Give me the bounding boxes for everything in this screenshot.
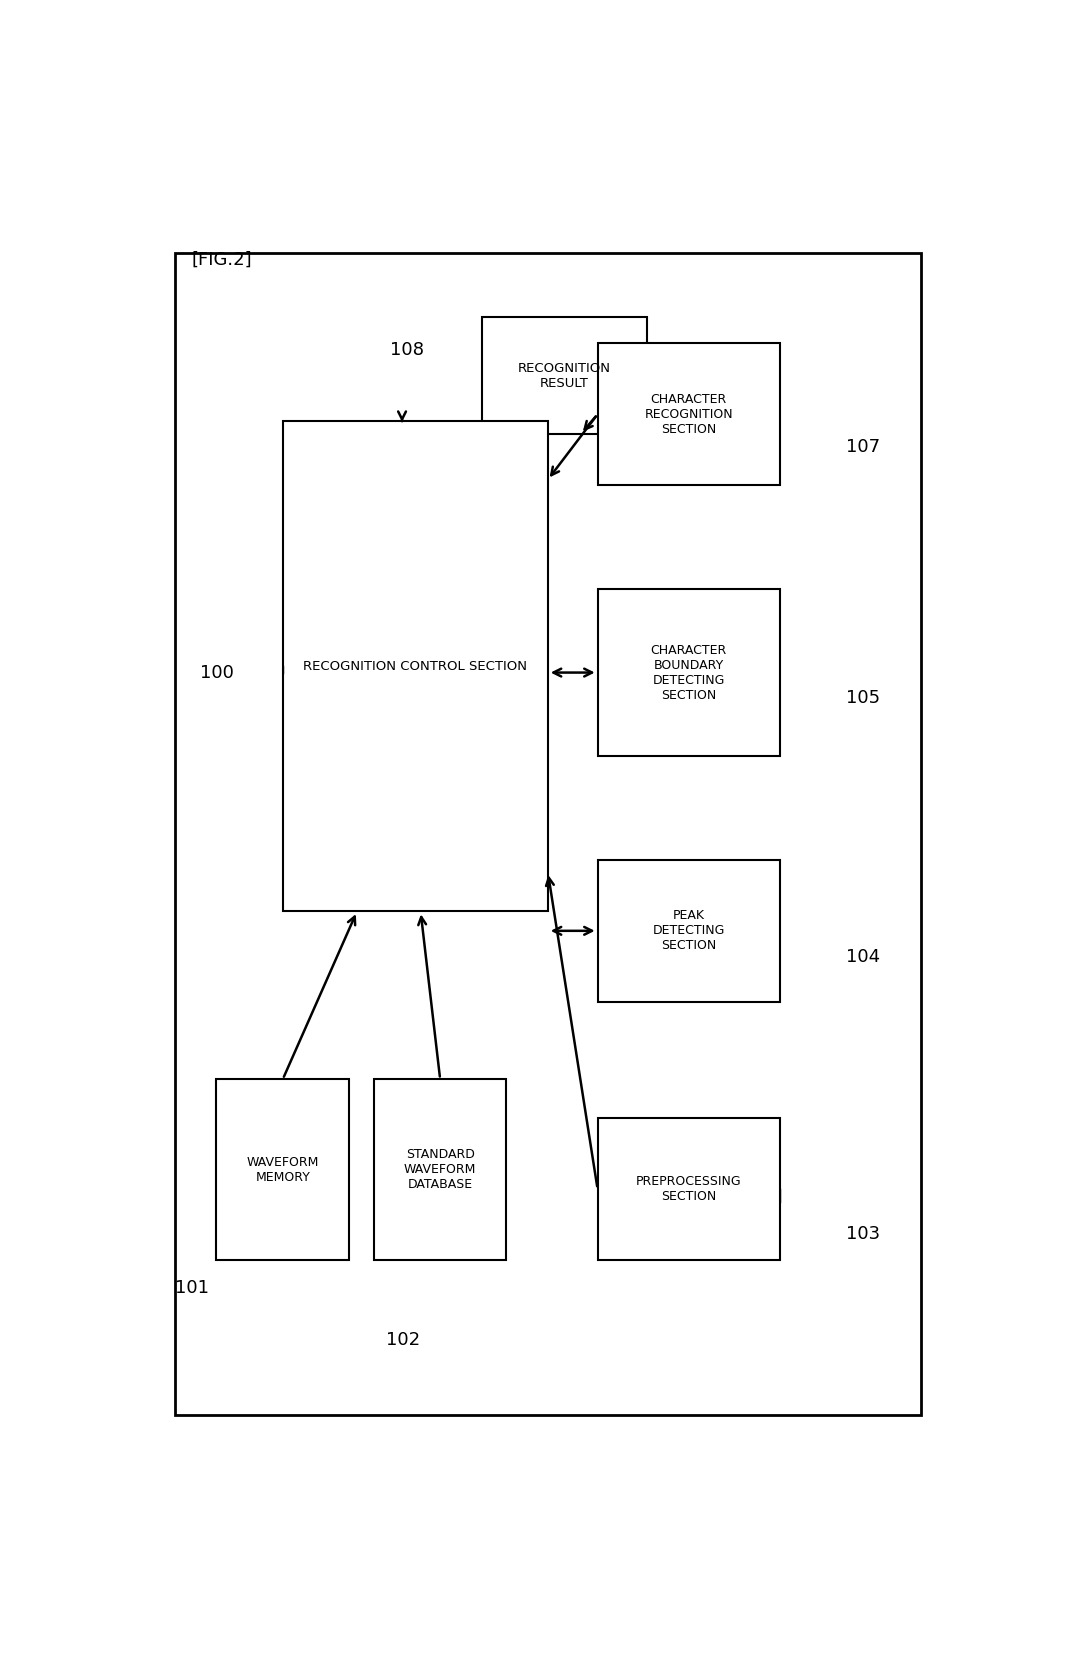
Bar <box>598 860 780 1001</box>
Text: PREPROCESSING
SECTION: PREPROCESSING SECTION <box>636 1176 742 1202</box>
Text: [FIG.2]: [FIG.2] <box>191 250 252 268</box>
Bar <box>598 589 780 756</box>
Bar <box>598 344 780 485</box>
Text: CHARACTER
RECOGNITION
SECTION: CHARACTER RECOGNITION SECTION <box>645 392 733 436</box>
Text: 101: 101 <box>174 1280 208 1298</box>
Text: 103: 103 <box>847 1226 880 1243</box>
Text: 105: 105 <box>847 689 880 708</box>
Text: STANDARD
WAVEFORM
DATABASE: STANDARD WAVEFORM DATABASE <box>404 1149 477 1191</box>
Text: PEAK
DETECTING
SECTION: PEAK DETECTING SECTION <box>652 909 725 953</box>
Text: 104: 104 <box>847 948 880 966</box>
Text: RECOGNITION CONTROL SECTION: RECOGNITION CONTROL SECTION <box>304 659 527 672</box>
Text: 102: 102 <box>386 1332 420 1348</box>
Bar <box>598 1119 780 1259</box>
Text: CHARACTER
BOUNDARY
DETECTING
SECTION: CHARACTER BOUNDARY DETECTING SECTION <box>651 644 727 701</box>
Bar <box>282 421 547 912</box>
Bar <box>481 317 648 434</box>
Text: 107: 107 <box>847 438 880 456</box>
Text: 100: 100 <box>200 664 234 681</box>
Bar <box>216 1080 348 1259</box>
Bar <box>374 1080 507 1259</box>
Text: 108: 108 <box>389 340 423 359</box>
Text: WAVEFORM
MEMORY: WAVEFORM MEMORY <box>247 1155 319 1184</box>
Text: RECOGNITION
RESULT: RECOGNITION RESULT <box>518 362 610 389</box>
